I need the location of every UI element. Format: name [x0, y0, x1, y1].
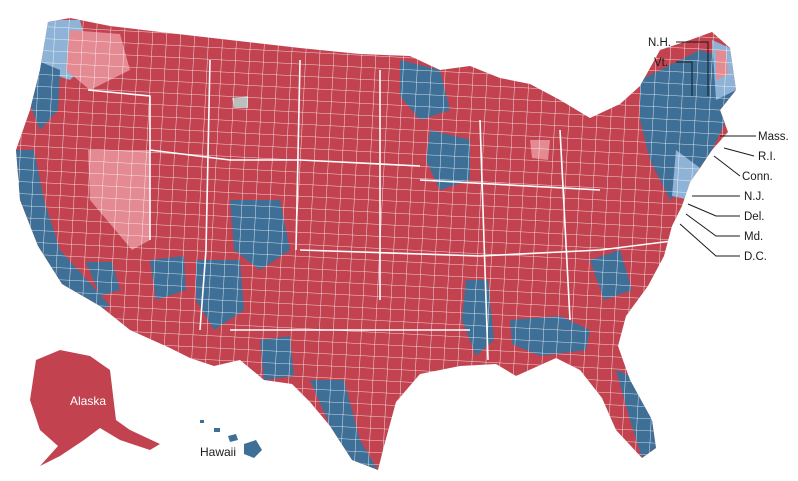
label-md: Md.	[744, 231, 763, 243]
label-vt: Vt.	[654, 57, 668, 69]
alaska-label: Alaska	[70, 394, 106, 408]
label-mass: Mass.	[758, 131, 789, 143]
label-del: Del.	[744, 211, 764, 223]
label-nh: N.H.	[648, 37, 671, 49]
alaska-shape	[30, 350, 160, 466]
label-conn: Conn.	[742, 171, 773, 183]
hawaii-label: Hawaii	[200, 445, 236, 459]
label-ri: R.I.	[758, 151, 776, 163]
label-nj: N.J.	[744, 191, 764, 203]
label-dc: D.C.	[744, 251, 767, 263]
northeast-callouts: N.H. Vt. Mass. R.I. Conn. N.J. Del. Md. …	[648, 37, 789, 263]
hawaii-shape	[200, 420, 262, 458]
state-borders	[87, 59, 681, 361]
